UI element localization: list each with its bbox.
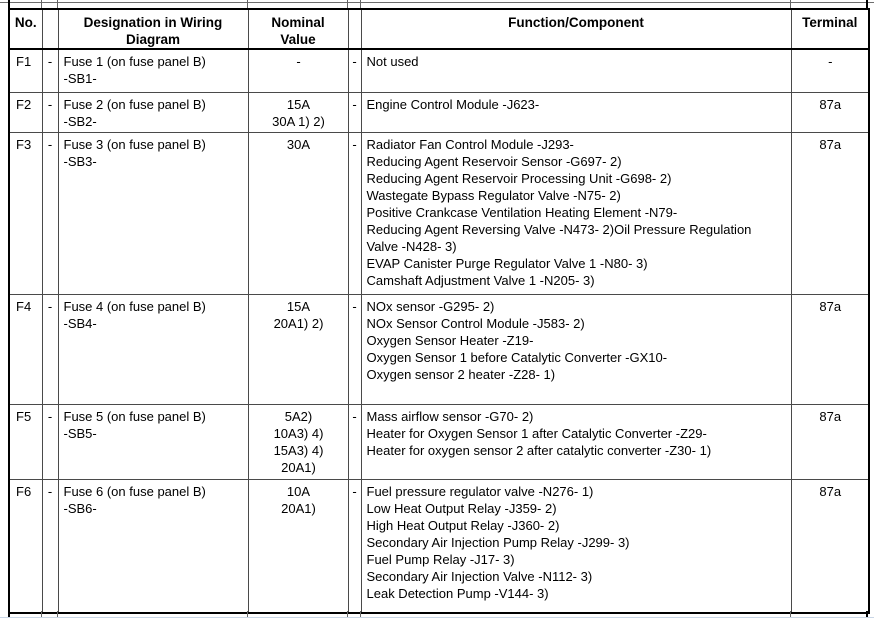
column-line-stub — [41, 0, 42, 8]
header-row: No. Designation in Wiring Diagram Nomina… — [8, 8, 870, 50]
function-cell: NOx sensor -G295- 2) NOx Sensor Control … — [360, 293, 792, 405]
table-row: F1- Fuse 1 (on fuse panel B) -SB1- - - Not u… — [8, 48, 870, 93]
column-line-stub — [790, 611, 791, 618]
header-designation: Designation in Wiring Diagram — [57, 8, 249, 50]
fuse-no-cell: F3 — [8, 131, 43, 295]
table-left-border-stub — [8, 611, 10, 618]
separator-cell: - — [347, 403, 362, 480]
designation-cell: Fuse 3 (on fuse panel B) -SB3- — [57, 131, 249, 295]
nominal-value-cell: 15A 30A 1) 2) — [247, 91, 349, 133]
fuse-no-cell: F4 — [8, 293, 43, 405]
separator-cell: - — [41, 293, 59, 405]
top-row-fragment-line — [0, 2, 874, 3]
table-row: F5- Fuse 5 (on fuse panel B) -SB5- 5A2) 10… — [8, 403, 870, 480]
separator-cell: - — [41, 403, 59, 480]
table-row: F6- Fuse 6 (on fuse panel B) -SB6- 10A 20A… — [8, 478, 870, 614]
table-right-border-stub — [866, 0, 868, 8]
function-cell: Mass airflow sensor -G70- 2) Heater for … — [360, 403, 792, 480]
fuse-no-cell: F6 — [8, 478, 43, 614]
designation-cell: Fuse 2 (on fuse panel B) -SB2- — [57, 91, 249, 133]
column-line-stub — [41, 611, 42, 618]
column-line-stub — [57, 611, 58, 618]
terminal-cell: 87a — [790, 131, 870, 295]
separator-cell: - — [347, 293, 362, 405]
header-separator-1 — [41, 8, 59, 50]
separator-cell: - — [41, 478, 59, 614]
table-row: F2- Fuse 2 (on fuse panel B) -SB2- 15A 30A… — [8, 91, 870, 133]
terminal-cell: 87a — [790, 293, 870, 405]
header-separator-2 — [347, 8, 362, 50]
designation-cell: Fuse 4 (on fuse panel B) -SB4- — [57, 293, 249, 405]
header-nominal-value: Nominal Value — [247, 8, 349, 50]
function-cell: Not used — [360, 48, 792, 93]
fuse-no-cell: F2 — [8, 91, 43, 133]
separator-cell: - — [347, 131, 362, 295]
fuse-no-cell: F5 — [8, 403, 43, 480]
table-row: F4- Fuse 4 (on fuse panel B) -SB4- 15A 20A… — [8, 293, 870, 405]
terminal-cell: - — [790, 48, 870, 93]
designation-cell: Fuse 6 (on fuse panel B) -SB6- — [57, 478, 249, 614]
header-no: No. — [8, 8, 43, 50]
header-terminal: Terminal — [790, 8, 870, 50]
column-line-stub — [347, 611, 348, 618]
function-cell: Radiator Fan Control Module -J293- Reduc… — [360, 131, 792, 295]
table-right-border-stub — [866, 611, 868, 618]
separator-cell: - — [347, 48, 362, 93]
designation-cell: Fuse 1 (on fuse panel B) -SB1- — [57, 48, 249, 93]
column-line-stub — [790, 0, 791, 8]
column-line-stub — [360, 611, 361, 618]
column-line-stub — [347, 0, 348, 8]
separator-cell: - — [347, 478, 362, 614]
table-row: F3- Fuse 3 (on fuse panel B) -SB3- 30A - Rad… — [8, 131, 870, 295]
terminal-cell: 87a — [790, 403, 870, 480]
separator-cell: - — [41, 48, 59, 93]
header-function-component: Function/Component — [360, 8, 792, 50]
nominal-value-cell: 15A 20A1) 2) — [247, 293, 349, 405]
fuse-table-body: F1- Fuse 1 (on fuse panel B) -SB1- - - Not u… — [8, 48, 870, 614]
table-left-border-stub — [8, 0, 10, 8]
column-line-stub — [57, 0, 58, 8]
column-line-stub — [247, 0, 248, 8]
fuse-assignment-table: No. Designation in Wiring Diagram Nomina… — [8, 8, 870, 614]
designation-cell: Fuse 5 (on fuse panel B) -SB5- — [57, 403, 249, 480]
terminal-cell: 87a — [790, 91, 870, 133]
separator-cell: - — [41, 91, 59, 133]
function-cell: Engine Control Module -J623- — [360, 91, 792, 133]
separator-cell: - — [347, 91, 362, 133]
nominal-value-cell: 5A2) 10A3) 4) 15A3) 4) 20A1) — [247, 403, 349, 480]
bottom-hairline — [0, 617, 874, 618]
column-line-stub — [360, 0, 361, 8]
nominal-value-cell: - — [247, 48, 349, 93]
fuse-no-cell: F1 — [8, 48, 43, 93]
nominal-value-cell: 30A — [247, 131, 349, 295]
function-cell: Fuel pressure regulator valve -N276- 1) … — [360, 478, 792, 614]
table-header: No. Designation in Wiring Diagram Nomina… — [8, 8, 870, 50]
column-line-stub — [247, 611, 248, 618]
nominal-value-cell: 10A 20A1) — [247, 478, 349, 614]
terminal-cell: 87a — [790, 478, 870, 614]
separator-cell: - — [41, 131, 59, 295]
